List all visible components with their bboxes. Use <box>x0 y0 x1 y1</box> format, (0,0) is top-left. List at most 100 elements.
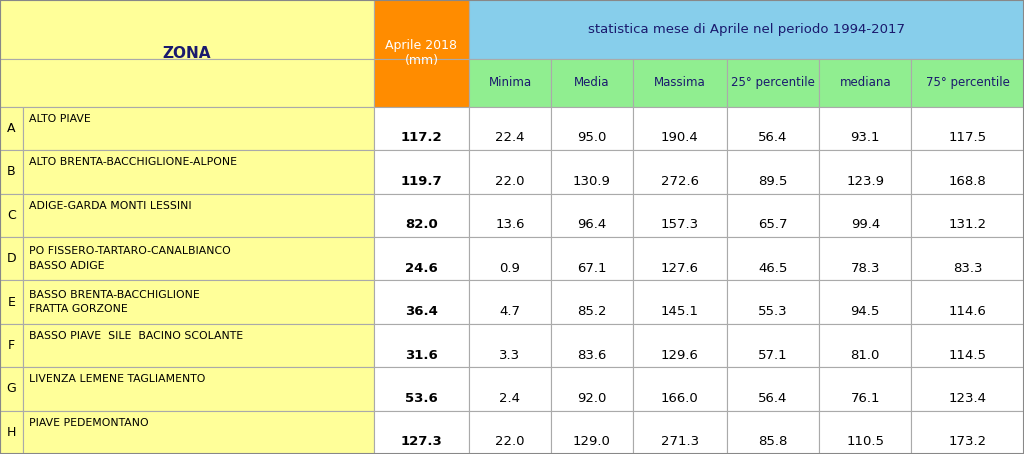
Text: 56.4: 56.4 <box>759 132 787 144</box>
Bar <box>911 237 1024 280</box>
Bar <box>819 280 911 324</box>
Text: 85.8: 85.8 <box>759 435 787 449</box>
Text: 117.2: 117.2 <box>400 132 442 144</box>
Bar <box>0 193 23 237</box>
Bar <box>727 150 819 193</box>
Text: 110.5: 110.5 <box>846 435 885 449</box>
Bar <box>911 410 1024 454</box>
Bar <box>23 410 374 454</box>
Bar <box>0 107 23 150</box>
Text: BASSO PIAVE  SILE  BACINO SCOLANTE: BASSO PIAVE SILE BACINO SCOLANTE <box>29 331 243 341</box>
Text: 85.2: 85.2 <box>578 305 606 318</box>
Text: 123.9: 123.9 <box>846 175 885 188</box>
Bar <box>374 237 469 280</box>
Bar <box>819 193 911 237</box>
Bar <box>0 280 23 324</box>
Text: 129.6: 129.6 <box>662 349 698 361</box>
Text: 22.4: 22.4 <box>496 132 524 144</box>
Text: 92.0: 92.0 <box>578 392 606 405</box>
Bar <box>551 410 633 454</box>
Bar <box>633 324 727 367</box>
Text: 271.3: 271.3 <box>660 435 699 449</box>
Text: 93.1: 93.1 <box>851 132 880 144</box>
Bar <box>633 237 727 280</box>
Bar <box>819 237 911 280</box>
Text: PO FISSERO-TARTARO-CANALBIANCO: PO FISSERO-TARTARO-CANALBIANCO <box>29 246 230 256</box>
Bar <box>374 367 469 410</box>
Text: 95.0: 95.0 <box>578 132 606 144</box>
Bar <box>551 107 633 150</box>
Text: LIVENZA LEMENE TAGLIAMENTO: LIVENZA LEMENE TAGLIAMENTO <box>29 375 205 385</box>
Bar <box>23 193 374 237</box>
Text: Minima: Minima <box>488 76 531 89</box>
Text: A: A <box>7 122 15 135</box>
Text: 99.4: 99.4 <box>851 218 880 231</box>
Bar <box>23 324 374 367</box>
Text: 25° percentile: 25° percentile <box>731 76 815 89</box>
Bar <box>727 324 819 367</box>
Bar <box>374 280 469 324</box>
Bar <box>633 150 727 193</box>
Text: 24.6: 24.6 <box>406 262 437 275</box>
Bar <box>469 150 551 193</box>
Bar <box>911 193 1024 237</box>
Bar <box>633 59 727 107</box>
Text: 131.2: 131.2 <box>948 218 987 231</box>
Bar <box>633 107 727 150</box>
Bar <box>374 107 469 150</box>
Text: 83.6: 83.6 <box>578 349 606 361</box>
Text: 55.3: 55.3 <box>759 305 787 318</box>
Text: 173.2: 173.2 <box>948 435 987 449</box>
Bar <box>727 367 819 410</box>
Text: F: F <box>8 339 14 352</box>
Bar <box>911 150 1024 193</box>
Text: 145.1: 145.1 <box>660 305 699 318</box>
Text: statistica mese di Aprile nel periodo 1994-2017: statistica mese di Aprile nel periodo 19… <box>588 23 905 36</box>
Text: 81.0: 81.0 <box>851 349 880 361</box>
Text: BASSO BRENTA-BACCHIGLIONE: BASSO BRENTA-BACCHIGLIONE <box>29 290 200 300</box>
Bar <box>469 280 551 324</box>
Text: 75° percentile: 75° percentile <box>926 76 1010 89</box>
Bar <box>551 280 633 324</box>
Text: ADIGE-GARDA MONTI LESSINI: ADIGE-GARDA MONTI LESSINI <box>29 201 191 211</box>
Text: 168.8: 168.8 <box>949 175 986 188</box>
Bar <box>551 367 633 410</box>
Text: B: B <box>7 165 15 178</box>
Bar <box>819 59 911 107</box>
Text: 123.4: 123.4 <box>948 392 987 405</box>
Bar <box>374 150 469 193</box>
Bar <box>551 193 633 237</box>
Text: G: G <box>6 382 16 395</box>
Bar <box>0 0 374 59</box>
Bar <box>819 150 911 193</box>
Text: 2.4: 2.4 <box>500 392 520 405</box>
Bar <box>0 410 23 454</box>
Bar <box>911 280 1024 324</box>
Bar <box>727 237 819 280</box>
Bar <box>819 410 911 454</box>
Bar <box>0 367 23 410</box>
Text: D: D <box>6 252 16 265</box>
Text: FRATTA GORZONE: FRATTA GORZONE <box>29 305 127 315</box>
Bar <box>374 0 469 59</box>
Bar <box>469 324 551 367</box>
Bar <box>551 237 633 280</box>
Bar <box>727 280 819 324</box>
Bar <box>727 107 819 150</box>
Bar <box>727 410 819 454</box>
Text: 117.5: 117.5 <box>948 132 987 144</box>
Text: 272.6: 272.6 <box>660 175 699 188</box>
Text: 3.3: 3.3 <box>500 349 520 361</box>
Bar <box>23 150 374 193</box>
Text: 89.5: 89.5 <box>759 175 787 188</box>
Text: 119.7: 119.7 <box>400 175 442 188</box>
Bar <box>551 150 633 193</box>
Text: 36.4: 36.4 <box>404 305 438 318</box>
Bar <box>0 150 23 193</box>
Text: 166.0: 166.0 <box>662 392 698 405</box>
Bar <box>23 280 374 324</box>
Text: ZONA: ZONA <box>163 46 211 61</box>
Bar <box>469 0 1024 59</box>
Bar <box>633 280 727 324</box>
Bar <box>633 410 727 454</box>
